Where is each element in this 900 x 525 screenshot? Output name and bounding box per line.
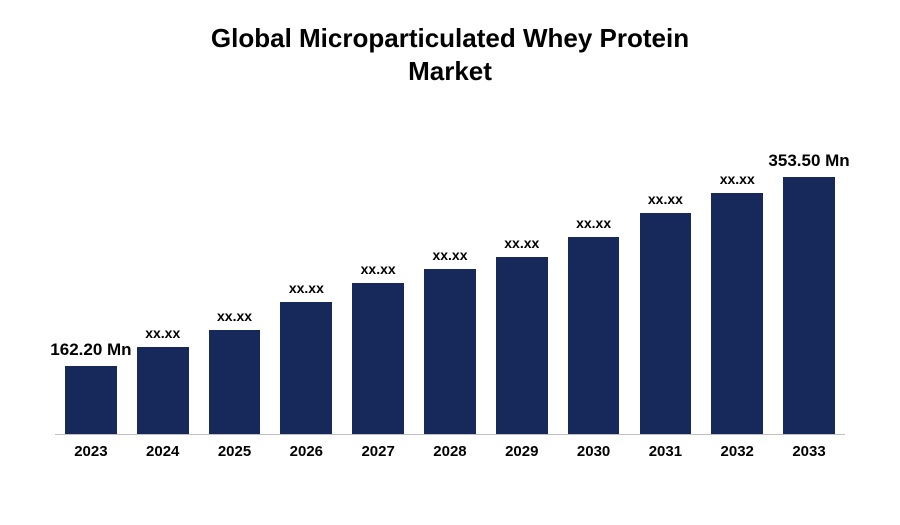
bar-slot: xx.xx bbox=[701, 145, 773, 434]
x-tick-label: 2031 bbox=[630, 435, 702, 465]
bar bbox=[280, 302, 332, 434]
x-tick-label: 2030 bbox=[558, 435, 630, 465]
x-tick-label: 2028 bbox=[414, 435, 486, 465]
bar-value-label: 353.50 Mn bbox=[752, 151, 867, 171]
bar-slot: xx.xx bbox=[270, 145, 342, 434]
bar-slot: xx.xx bbox=[486, 145, 558, 434]
x-tick-label: 2024 bbox=[127, 435, 199, 465]
bar-slot: xx.xx bbox=[127, 145, 199, 434]
x-tick-label: 2033 bbox=[773, 435, 845, 465]
bar bbox=[352, 283, 404, 434]
bar bbox=[209, 330, 261, 434]
bar bbox=[496, 257, 548, 434]
bar-slot: xx.xx bbox=[342, 145, 414, 434]
x-tick-label: 2027 bbox=[342, 435, 414, 465]
bar-slot: 353.50 Mn bbox=[773, 145, 845, 434]
bar bbox=[783, 177, 835, 434]
bar-slot: 162.20 Mn bbox=[55, 145, 127, 434]
chart-title-line1: Global Microparticulated Whey Protein bbox=[0, 22, 900, 55]
bar bbox=[65, 366, 117, 434]
bar-slot: xx.xx bbox=[414, 145, 486, 434]
bar bbox=[424, 269, 476, 434]
bar bbox=[137, 347, 189, 434]
bar-slot: xx.xx bbox=[630, 145, 702, 434]
bar bbox=[568, 237, 620, 434]
bar bbox=[640, 213, 692, 434]
x-tick-label: 2025 bbox=[199, 435, 271, 465]
bar bbox=[711, 193, 763, 434]
x-axis: 2023202420252026202720282029203020312032… bbox=[55, 435, 845, 465]
x-tick-label: 2026 bbox=[270, 435, 342, 465]
x-tick-label: 2032 bbox=[701, 435, 773, 465]
chart-area: 162.20 Mnxx.xxxx.xxxx.xxxx.xxxx.xxxx.xxx… bbox=[55, 145, 845, 465]
x-tick-label: 2029 bbox=[486, 435, 558, 465]
bar-slot: xx.xx bbox=[558, 145, 630, 434]
chart-title-line2: Market bbox=[0, 55, 900, 88]
x-tick-label: 2023 bbox=[55, 435, 127, 465]
chart-title: Global Microparticulated Whey Protein Ma… bbox=[0, 0, 900, 87]
plot-area: 162.20 Mnxx.xxxx.xxxx.xxxx.xxxx.xxxx.xxx… bbox=[55, 145, 845, 435]
